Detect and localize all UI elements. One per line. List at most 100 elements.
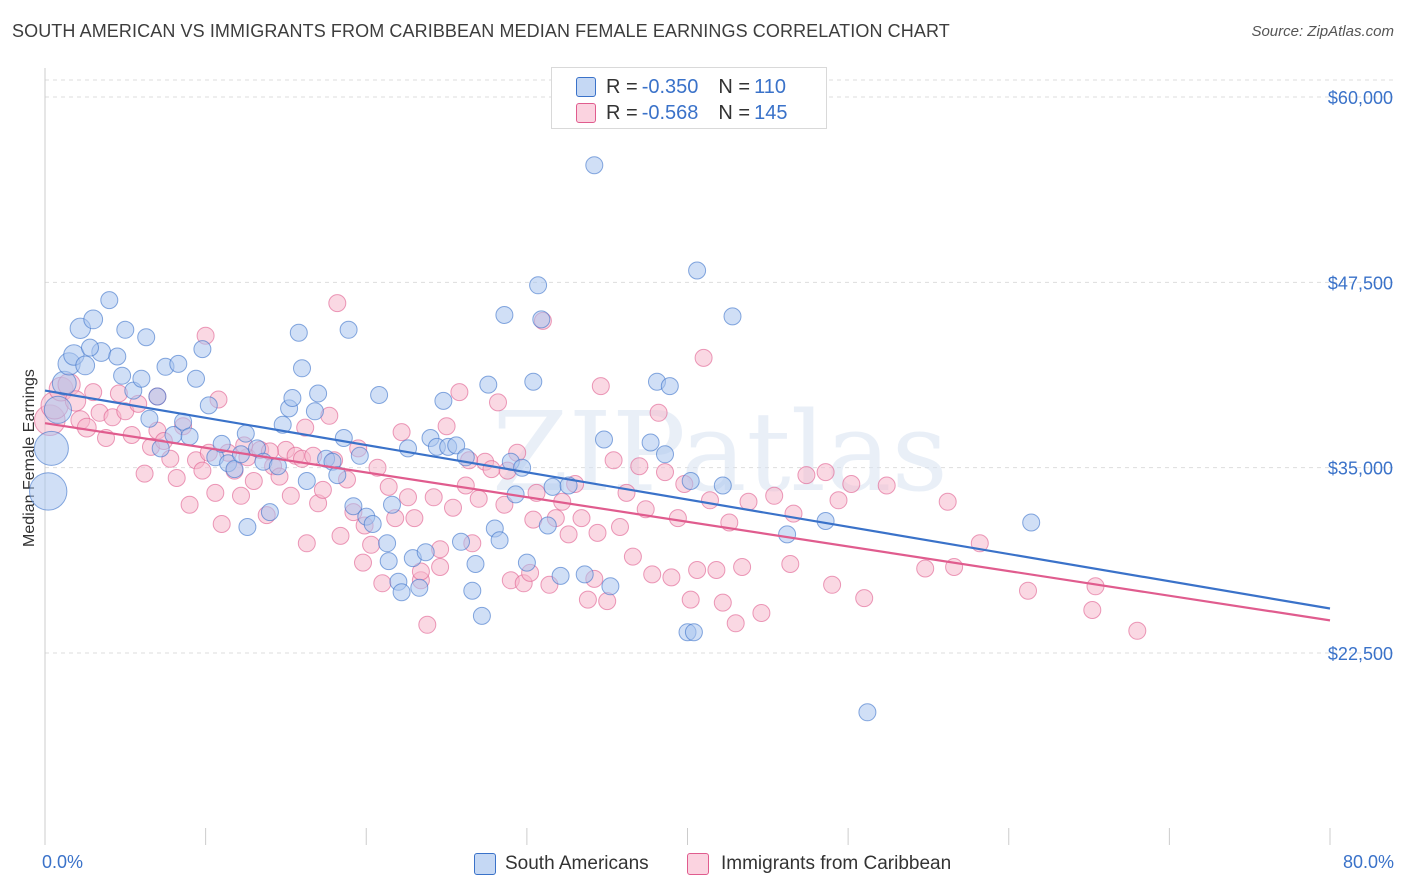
- correlation-legend: R = -0.350 N = 110 R = -0.568 N = 145: [551, 67, 827, 129]
- caribbean-point: [399, 488, 417, 507]
- caribbean-point: [643, 565, 662, 584]
- caribbean-point: [797, 466, 816, 485]
- south-american-point: [83, 309, 104, 330]
- south-american-point: [137, 328, 156, 347]
- caribbean-point: [713, 593, 732, 612]
- caribbean-point: [167, 469, 186, 487]
- caribbean-point: [823, 575, 842, 594]
- caribbean-point: [482, 460, 501, 479]
- south-american-trend-line: [44, 389, 1331, 610]
- caribbean-point: [855, 589, 874, 608]
- caribbean-point: [193, 461, 212, 480]
- legend-r-label: R =: [606, 75, 638, 98]
- south-american-point: [641, 433, 660, 452]
- legend-r-label: R =: [606, 101, 638, 124]
- south-american-point: [681, 472, 700, 490]
- caribbean-point: [688, 561, 707, 579]
- caribbean-point: [297, 534, 316, 553]
- caribbean-point: [431, 558, 450, 576]
- bottom-legend-swatch-pink: [687, 853, 709, 875]
- y-tick-label: $47,500: [1328, 273, 1393, 293]
- south-american-point: [517, 553, 536, 572]
- south-american-point: [490, 531, 509, 550]
- south-american-point: [328, 466, 347, 485]
- caribbean-point: [598, 592, 617, 611]
- caribbean-point: [373, 574, 392, 593]
- legend-swatch-blue: [576, 77, 596, 97]
- caribbean-point: [379, 477, 398, 496]
- caribbean-point: [212, 515, 231, 533]
- legend-n-value: 110: [754, 75, 786, 98]
- caribbean-point: [328, 294, 347, 313]
- caribbean-point: [630, 457, 649, 476]
- legend-n-value: 145: [754, 101, 788, 124]
- caribbean-point: [701, 491, 719, 510]
- south-american-point: [148, 387, 167, 406]
- south-american-point: [688, 261, 707, 280]
- south-american-point: [116, 320, 135, 339]
- south-american-point: [551, 566, 570, 585]
- south-american-point: [132, 369, 151, 388]
- caribbean-point: [916, 559, 935, 578]
- caribbean-point: [1128, 621, 1147, 640]
- caribbean-point: [588, 523, 607, 542]
- south-american-point: [416, 543, 435, 562]
- south-american-point: [260, 503, 279, 522]
- south-american-point: [363, 515, 382, 533]
- bottom-legend-swatch-blue: [474, 853, 496, 875]
- south-american-point: [293, 359, 311, 378]
- caribbean-point: [707, 561, 726, 579]
- caribbean-trend-line: [44, 422, 1331, 622]
- south-american-point: [379, 552, 398, 571]
- south-american-point: [452, 532, 470, 551]
- legend-row-caribbean: R = -0.568 N = 145: [576, 102, 787, 124]
- south-american-point: [532, 310, 551, 329]
- caribbean-point: [437, 417, 456, 436]
- south-american-point: [543, 477, 562, 496]
- south-american-point: [447, 436, 466, 455]
- south-american-point: [187, 369, 205, 388]
- legend-r-value: -0.568: [641, 101, 699, 124]
- caribbean-point: [681, 590, 700, 609]
- caribbean-point: [816, 463, 835, 482]
- caribbean-point: [604, 451, 623, 470]
- caribbean-point: [765, 486, 784, 505]
- caribbean-point: [392, 423, 411, 442]
- south-american-point: [334, 429, 353, 447]
- south-american-point: [140, 409, 159, 428]
- chart-title: SOUTH AMERICAN VS IMMIGRANTS FROM CARIBB…: [12, 21, 950, 41]
- caribbean-point: [733, 558, 752, 576]
- caribbean-point: [424, 488, 443, 507]
- south-american-point: [434, 391, 453, 410]
- caribbean-point: [636, 500, 655, 519]
- caribbean-point: [450, 383, 469, 402]
- caribbean-point: [877, 476, 896, 495]
- south-american-point: [585, 156, 604, 175]
- caribbean-point: [180, 495, 199, 514]
- south-american-point: [392, 583, 411, 602]
- south-american-point: [595, 430, 613, 449]
- south-american-point: [479, 375, 498, 394]
- south-american-point: [289, 323, 308, 342]
- bottom-legend-caribbean: Immigrants from Caribbean: [687, 852, 951, 876]
- caribbean-point: [726, 614, 745, 633]
- south-american-point: [656, 445, 674, 464]
- y-tick-label: $60,000: [1328, 88, 1393, 108]
- south-american-point: [43, 395, 73, 424]
- caribbean-point: [296, 418, 315, 437]
- south-american-point: [212, 434, 231, 453]
- caribbean-point: [331, 526, 350, 545]
- trend-lines: [44, 389, 1331, 622]
- caribbean-point: [444, 498, 462, 517]
- south-american-point: [383, 495, 401, 514]
- south-american-point: [273, 415, 292, 434]
- south-american-point: [113, 366, 132, 385]
- caribbean-point: [572, 509, 591, 528]
- south-american-point: [344, 497, 363, 516]
- south-american-point: [713, 476, 732, 495]
- caribbean-point: [623, 547, 642, 566]
- south-american-point: [370, 386, 389, 404]
- caribbean-point: [206, 483, 225, 502]
- caribbean-point: [611, 518, 629, 536]
